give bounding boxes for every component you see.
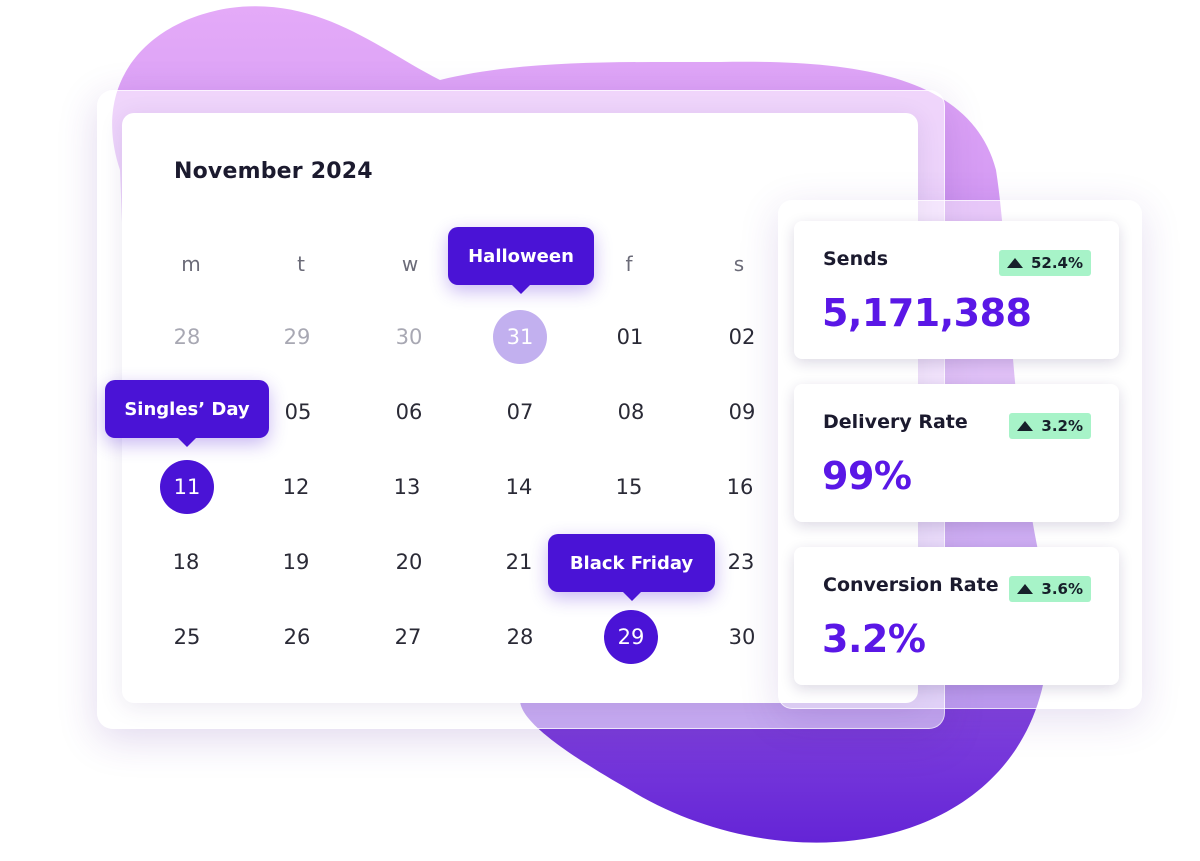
change-badge: 52.4% [998,250,1091,276]
weekday-label: w [401,252,419,276]
calendar-day[interactable]: 01 [616,325,644,349]
calendar-day[interactable]: 15 [615,475,643,499]
stat-card-conversion-rate: Conversion Rate 3.6% 3.2% [794,547,1119,685]
calendar-day-singles-day[interactable]: 11 [160,460,214,514]
stat-label: Conversion Rate [823,574,999,596]
arrow-up-icon [1017,584,1034,594]
calendar-day[interactable]: 09 [728,400,756,424]
calendar-day[interactable]: 27 [394,625,422,649]
stat-value: 5,171,388 [822,291,1032,335]
calendar-day[interactable]: 28 [173,325,201,349]
calendar-day[interactable]: 06 [395,400,423,424]
calendar-day[interactable]: 29 [283,325,311,349]
stat-label: Sends [823,248,889,270]
calendar-day[interactable]: 07 [506,400,534,424]
calendar-day[interactable]: 28 [506,625,534,649]
weekday-label: m [181,252,201,276]
calendar-day[interactable]: 30 [395,325,423,349]
stat-card-delivery-rate: Delivery Rate 3.2% 99% [794,384,1119,522]
calendar-day[interactable]: 12 [282,475,310,499]
calendar-title: November 2024 [174,159,373,184]
calendar-day[interactable]: 02 [728,325,756,349]
arrow-up-icon [1006,258,1023,268]
calendar-day[interactable]: 25 [173,625,201,649]
weekday-label: f [625,252,633,276]
change-value: 3.2% [1041,417,1083,435]
calendar-day-halloween[interactable]: 31 [493,310,547,364]
calendar-day[interactable]: 21 [505,550,533,574]
arrow-up-icon [1017,421,1034,431]
calendar-day[interactable]: 08 [617,400,645,424]
change-badge: 3.6% [1009,576,1091,602]
weekday-label: t [297,252,305,276]
event-tag-singles-day[interactable]: Singles’ Day [105,380,269,447]
calendar-day[interactable]: 26 [283,625,311,649]
calendar-day[interactable]: 13 [393,475,421,499]
calendar-day[interactable]: 23 [727,550,755,574]
calendar-day[interactable]: 18 [172,550,200,574]
event-tag-black-friday[interactable]: Black Friday [548,534,715,601]
change-badge: 3.2% [1009,413,1091,439]
stat-value: 3.2% [822,617,926,661]
calendar-day[interactable]: 16 [726,475,754,499]
calendar-day[interactable]: 20 [395,550,423,574]
event-tag-halloween[interactable]: Halloween [448,227,594,294]
stat-label: Delivery Rate [823,411,968,433]
calendar-day[interactable]: 19 [282,550,310,574]
weekday-label: s [733,252,745,276]
change-value: 52.4% [1030,254,1083,272]
stat-card-sends: Sends 52.4% 5,171,388 [794,221,1119,359]
change-value: 3.6% [1041,580,1083,598]
calendar-day[interactable]: 05 [284,400,312,424]
stat-value: 99% [822,454,912,498]
calendar-day[interactable]: 30 [728,625,756,649]
calendar-day[interactable]: 14 [505,475,533,499]
calendar-day-black-friday[interactable]: 29 [604,610,658,664]
